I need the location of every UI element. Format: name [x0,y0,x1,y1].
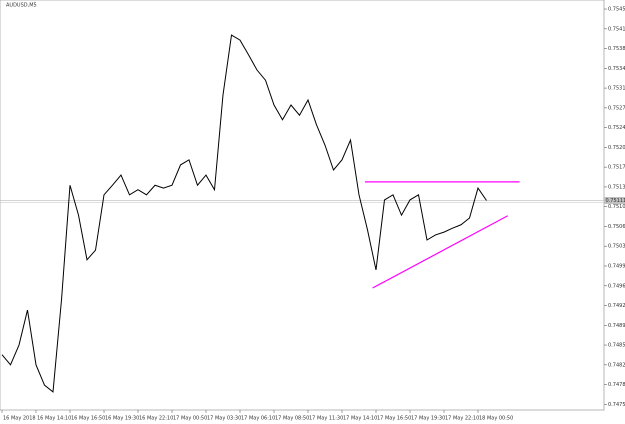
x-tick-label: 17 May 06:10 [241,416,275,422]
y-tick-label: 0.74785 [608,382,625,388]
x-tick-label: 17 May 00:50 [173,416,207,422]
x-tick-label: 17 May 11:30 [309,416,343,422]
x-tick-label: 16 May 19:30 [105,416,139,422]
x-tick-label: 16 May 2018 [3,416,36,422]
y-tick-label: 0.74855 [608,343,625,349]
y-tick-label: 0.74925 [608,303,625,309]
trendline [372,215,509,289]
y-tick-label: 0.74750 [608,402,625,408]
x-tick-label: 18 May 00:50 [479,416,513,422]
x-tick-label: 16 May 22:10 [139,416,173,422]
chart-title: AUDUSD,M5 [6,3,37,9]
y-tick-label: 0.74995 [608,263,625,269]
y-tick-label: 0.75275 [608,105,625,111]
plot-frame [0,0,605,411]
x-tick-label: 17 May 08:50 [275,416,309,422]
y-tick-label: 0.75065 [608,224,625,230]
price-line-series [1,34,487,393]
y-tick-label: 0.75415 [608,26,625,32]
x-tick-label: 16 May 16:50 [71,416,105,422]
y-tick-label: 0.75135 [608,184,625,190]
x-tick-label: 16 May 14:10 [37,416,71,422]
price-tag [604,196,625,204]
price-label: 0.75111 [606,198,625,204]
x-tick-label: 17 May 19:30 [411,416,445,422]
x-tick-label: 17 May 16:50 [377,416,411,422]
x-tick-label: 17 May 22:10 [445,416,479,422]
x-tick-label: 17 May 14:10 [343,416,377,422]
x-tick-label: 17 May 03:30 [207,416,241,422]
y-tick-label: 0.75205 [608,145,625,151]
y-tick-label: 0.75345 [608,66,625,72]
